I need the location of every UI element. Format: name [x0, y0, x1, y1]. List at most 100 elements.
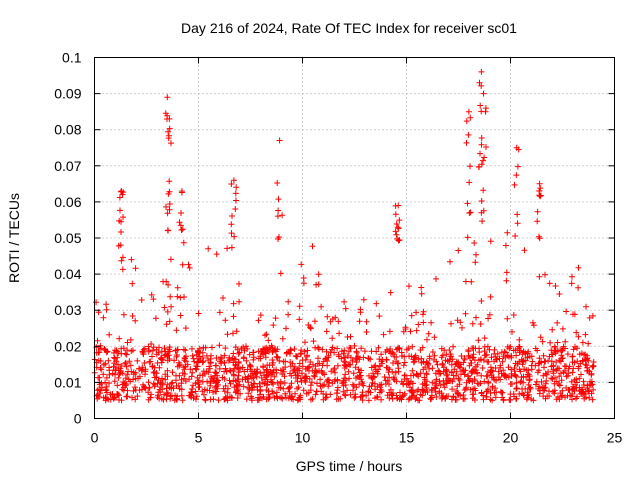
data-point	[329, 335, 336, 342]
data-point	[220, 385, 227, 392]
data-point	[575, 284, 582, 291]
data-point	[213, 251, 220, 258]
data-point	[568, 280, 575, 287]
data-point	[378, 396, 385, 403]
data-point	[507, 391, 514, 398]
data-point	[307, 387, 314, 394]
data-point	[277, 378, 284, 385]
data-point	[213, 355, 220, 361]
data-point	[228, 221, 235, 228]
data-point	[257, 386, 264, 393]
data-point	[283, 325, 289, 332]
data-point	[480, 392, 487, 399]
data-point	[105, 396, 112, 403]
data-point	[378, 351, 385, 358]
data-point	[512, 360, 519, 367]
data-point	[386, 328, 393, 335]
data-point	[271, 394, 278, 401]
data-point	[403, 346, 410, 353]
data-point	[520, 392, 527, 398]
data-point	[499, 394, 506, 401]
data-point	[489, 374, 495, 381]
data-point	[424, 336, 430, 343]
data-point	[344, 387, 351, 394]
x-axis-label: GPS time / hours	[296, 458, 403, 474]
data-point	[549, 326, 556, 333]
data-point	[448, 396, 455, 403]
data-point	[477, 102, 484, 109]
data-point	[231, 372, 237, 379]
data-point	[228, 230, 235, 237]
data-point	[236, 349, 243, 356]
data-point	[157, 389, 164, 396]
data-point	[323, 348, 330, 355]
data-point	[589, 396, 596, 403]
data-point	[169, 379, 176, 386]
data-point	[427, 395, 434, 402]
data-point	[254, 397, 261, 404]
data-point	[195, 347, 201, 354]
data-point	[559, 355, 566, 362]
data-point	[244, 345, 251, 352]
data-point	[164, 373, 171, 380]
data-point	[507, 396, 514, 403]
data-point	[468, 278, 475, 285]
data-point	[429, 379, 436, 386]
data-point	[128, 256, 135, 263]
data-point	[230, 359, 237, 366]
data-point	[315, 271, 322, 278]
data-point	[486, 311, 493, 318]
data-point	[228, 181, 235, 187]
data-point	[331, 365, 338, 372]
data-point	[119, 266, 126, 273]
data-point	[553, 359, 560, 365]
data-point	[124, 347, 131, 354]
data-point	[230, 350, 237, 357]
data-point	[414, 388, 421, 395]
data-point	[177, 222, 184, 229]
data-point	[218, 360, 225, 367]
data-point	[389, 395, 396, 402]
data-point	[222, 365, 229, 372]
data-point	[409, 367, 416, 374]
data-point	[188, 373, 195, 380]
data-point	[164, 367, 171, 374]
data-point	[513, 352, 520, 359]
data-point	[235, 350, 242, 357]
data-point	[514, 345, 521, 352]
data-point	[228, 394, 235, 401]
data-point	[454, 360, 461, 367]
data-point	[314, 380, 320, 387]
data-point	[585, 367, 591, 374]
data-point	[566, 387, 573, 394]
data-point	[275, 207, 282, 214]
data-point	[541, 385, 548, 392]
data-point	[564, 392, 571, 399]
data-point	[295, 384, 302, 391]
data-point	[163, 392, 170, 399]
data-point	[182, 347, 189, 354]
data-point	[293, 375, 299, 381]
data-point	[461, 356, 468, 363]
data-point	[406, 395, 413, 402]
data-point	[167, 293, 174, 300]
data-point	[272, 315, 279, 322]
data-point	[148, 391, 155, 398]
data-point	[537, 334, 544, 341]
data-point	[267, 368, 274, 375]
data-point	[319, 346, 326, 353]
data-point	[428, 396, 434, 403]
data-point	[301, 348, 308, 355]
data-point	[181, 294, 187, 300]
data-point	[489, 383, 496, 390]
data-point	[164, 357, 171, 364]
data-point	[302, 366, 309, 373]
data-point	[216, 365, 223, 372]
data-point	[481, 378, 488, 385]
data-point	[431, 334, 438, 341]
data-point	[307, 325, 314, 332]
data-point	[360, 354, 367, 361]
data-point	[274, 395, 281, 402]
data-point	[509, 381, 515, 387]
data-point	[569, 369, 576, 376]
